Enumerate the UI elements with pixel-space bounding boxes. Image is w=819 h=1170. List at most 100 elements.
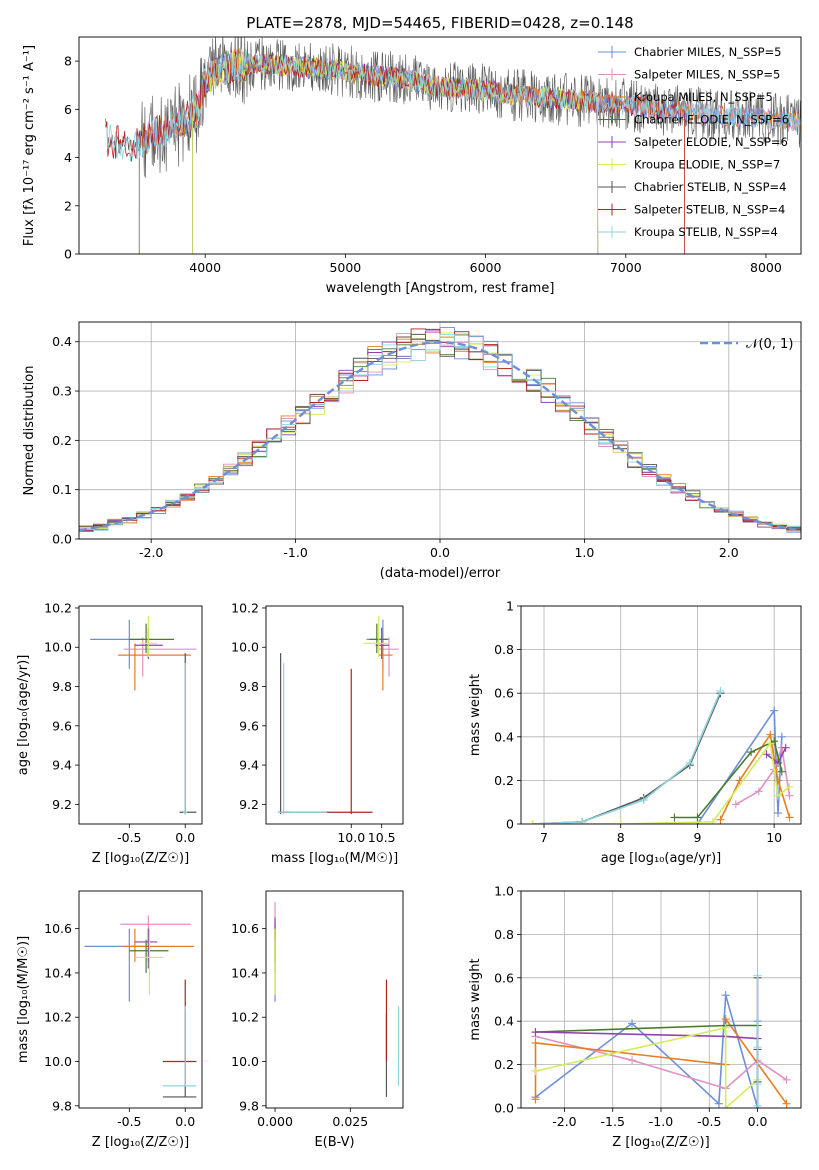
massweight-marker	[753, 1080, 762, 1089]
errorbar-point	[134, 928, 163, 996]
y-tick-label: 10.2	[44, 1010, 72, 1025]
panel-massweight_vs_age: 7 8 9 10 0 0.2 0.4 0.6 0.8 1 age [log₁₀(age/yr)] ma…	[468, 599, 802, 866]
axes-frame	[265, 890, 404, 1109]
massweight-marker	[714, 1099, 723, 1108]
y-tick-label: 10.2	[231, 1010, 259, 1025]
x-tick-label: 0.025	[332, 1114, 368, 1129]
y-tick-label: 8	[64, 54, 72, 69]
x-axis-label: wavelength [Angstrom, rest frame]	[326, 281, 555, 296]
massweight-marker	[777, 767, 786, 776]
massweight-marker	[708, 817, 717, 824]
y-axis-label: mass weight	[468, 958, 483, 1040]
y-tick-label: 0.2	[494, 773, 514, 788]
figure-title: PLATE=2878, MJD=54465, FIBERID=0428, z=0…	[246, 14, 633, 32]
massweight-marker	[731, 800, 740, 809]
plot-area-age_vs_mass	[278, 615, 399, 815]
massweight-marker	[782, 1099, 791, 1108]
x-tick-label: -1.5	[601, 1114, 625, 1129]
y-tick-label: 9.4	[52, 758, 72, 773]
errorbar-point	[378, 643, 393, 691]
massweight-marker	[782, 1075, 791, 1084]
panel-mass_vs_z: -0.5 0.0 9.8 10.0 10.2 10.4 10.6 Z [log₁₀(Z/Z☉)…	[16, 890, 203, 1150]
errorbar-point	[278, 662, 327, 815]
plot-area-mass_vs_z	[84, 915, 197, 1098]
axes-frame	[520, 605, 802, 825]
x-tick-label: -0.5	[697, 1114, 721, 1129]
errorbar-point	[363, 615, 388, 658]
x-tick-label: 0.0	[175, 1114, 195, 1129]
x-axis-label: (data-model)/error	[380, 566, 501, 581]
errorbar-point	[278, 653, 291, 815]
errorbar-point	[162, 1006, 197, 1087]
y-tick-label: 9.6	[52, 718, 72, 733]
errorbar-point	[179, 653, 197, 815]
spectrum-line	[192, 49, 599, 254]
x-tick-label: 8000	[750, 260, 782, 275]
x-tick-label: 8	[617, 830, 625, 845]
massweight-marker	[531, 1067, 540, 1076]
panel-mass_vs_ebv: 0.000 0.025 9.8 10.0 10.2 10.4 10.6 E(B-V)	[231, 890, 404, 1150]
y-tick-label: 1.0	[494, 884, 514, 899]
x-tick-label: 7000	[610, 260, 642, 275]
axes-frame	[78, 36, 802, 255]
massweight-marker	[753, 971, 762, 980]
massweight-marker	[754, 787, 763, 796]
legend-entry: Chabrier MILES, N_SSP=5	[634, 45, 781, 59]
massweight-marker	[628, 1019, 637, 1028]
y-tick-label: 10.6	[44, 921, 72, 936]
y-axis-label: age [log₁₀(age/yr)]	[16, 655, 31, 776]
histogram-series	[79, 333, 801, 532]
x-axis-label: Z [log₁₀(Z/Z☉)]	[612, 1135, 709, 1150]
y-tick-label: 9.8	[239, 679, 259, 694]
panel-residuals: -2.0 -1.0 0.0 1.0 2.0 0.0 0.1 0.2 0.3 0.4 (data-mo…	[22, 321, 802, 581]
legend-entry: Salpeter STELIB, N_SSP=4	[634, 203, 785, 217]
massweight-marker	[773, 791, 782, 800]
errorbar-point	[123, 637, 197, 677]
x-tick-label: 0.000	[257, 1114, 293, 1129]
y-tick-label: 0.2	[494, 1057, 514, 1072]
y-tick-label: 10.4	[44, 965, 72, 980]
x-tick-label: -0.5	[117, 1114, 141, 1129]
y-tick-label: 0.6	[494, 970, 514, 985]
x-tick-label: -2.0	[552, 1114, 576, 1129]
legend-entry: Chabrier ELODIE, N_SSP=6	[634, 113, 789, 127]
massweight-marker	[639, 796, 648, 805]
y-tick-label: 0	[64, 247, 72, 262]
y-tick-label: 9.8	[52, 679, 72, 694]
y-tick-label: 9.8	[52, 1098, 72, 1113]
x-tick-label: 10.5	[368, 830, 396, 845]
x-tick-label: -1.0	[649, 1114, 673, 1129]
massweight-marker	[785, 813, 794, 822]
errorbar-point	[284, 668, 373, 815]
y-axis-label: mass [log₁₀(M/M☉)]	[16, 936, 31, 1063]
axes-frame	[520, 890, 802, 1109]
y-tick-label: 0.8	[494, 927, 514, 942]
massweight-marker	[716, 815, 725, 824]
x-tick-label: 0.0	[430, 545, 450, 560]
y-axis-label: mass weight	[468, 674, 483, 756]
y-tick-label: 10.0	[231, 1054, 259, 1069]
x-tick-label: 6000	[470, 260, 502, 275]
x-tick-label: 10	[766, 830, 782, 845]
x-tick-label: -2.0	[139, 545, 163, 560]
plot-area-spectrum	[105, 37, 801, 254]
massweight-marker	[693, 813, 702, 822]
panel-spectrum: 4000 5000 6000 7000 8000 0 2 4 6 8 wavelength [Ang…	[22, 36, 802, 296]
y-tick-label: 9.6	[239, 718, 259, 733]
y-tick-label: 1	[506, 599, 514, 614]
massweight-marker	[716, 687, 725, 696]
y-tick-label: 0.0	[52, 532, 72, 547]
y-tick-label: 0.2	[52, 433, 72, 448]
y-tick-label: 9.8	[239, 1098, 259, 1113]
errorbar-point	[118, 643, 191, 691]
legend-entry: Chabrier STELIB, N_SSP=4	[634, 180, 786, 194]
panel-massweight_vs_z: -2.0 -1.5 -1.0 -0.5 0.0 0.0 0.2 0.4 0.6 0.8 1.0 Z […	[468, 884, 802, 1150]
errorbar-point	[162, 1012, 197, 1098]
y-tick-label: 6	[64, 102, 72, 117]
y-tick-label: 0.4	[52, 334, 72, 349]
errorbar-point	[134, 928, 158, 969]
legend-entry: Salpeter ELODIE, N_SSP=6	[634, 135, 788, 149]
massweight-marker	[531, 1038, 540, 1047]
y-tick-label: 0.1	[52, 482, 72, 497]
